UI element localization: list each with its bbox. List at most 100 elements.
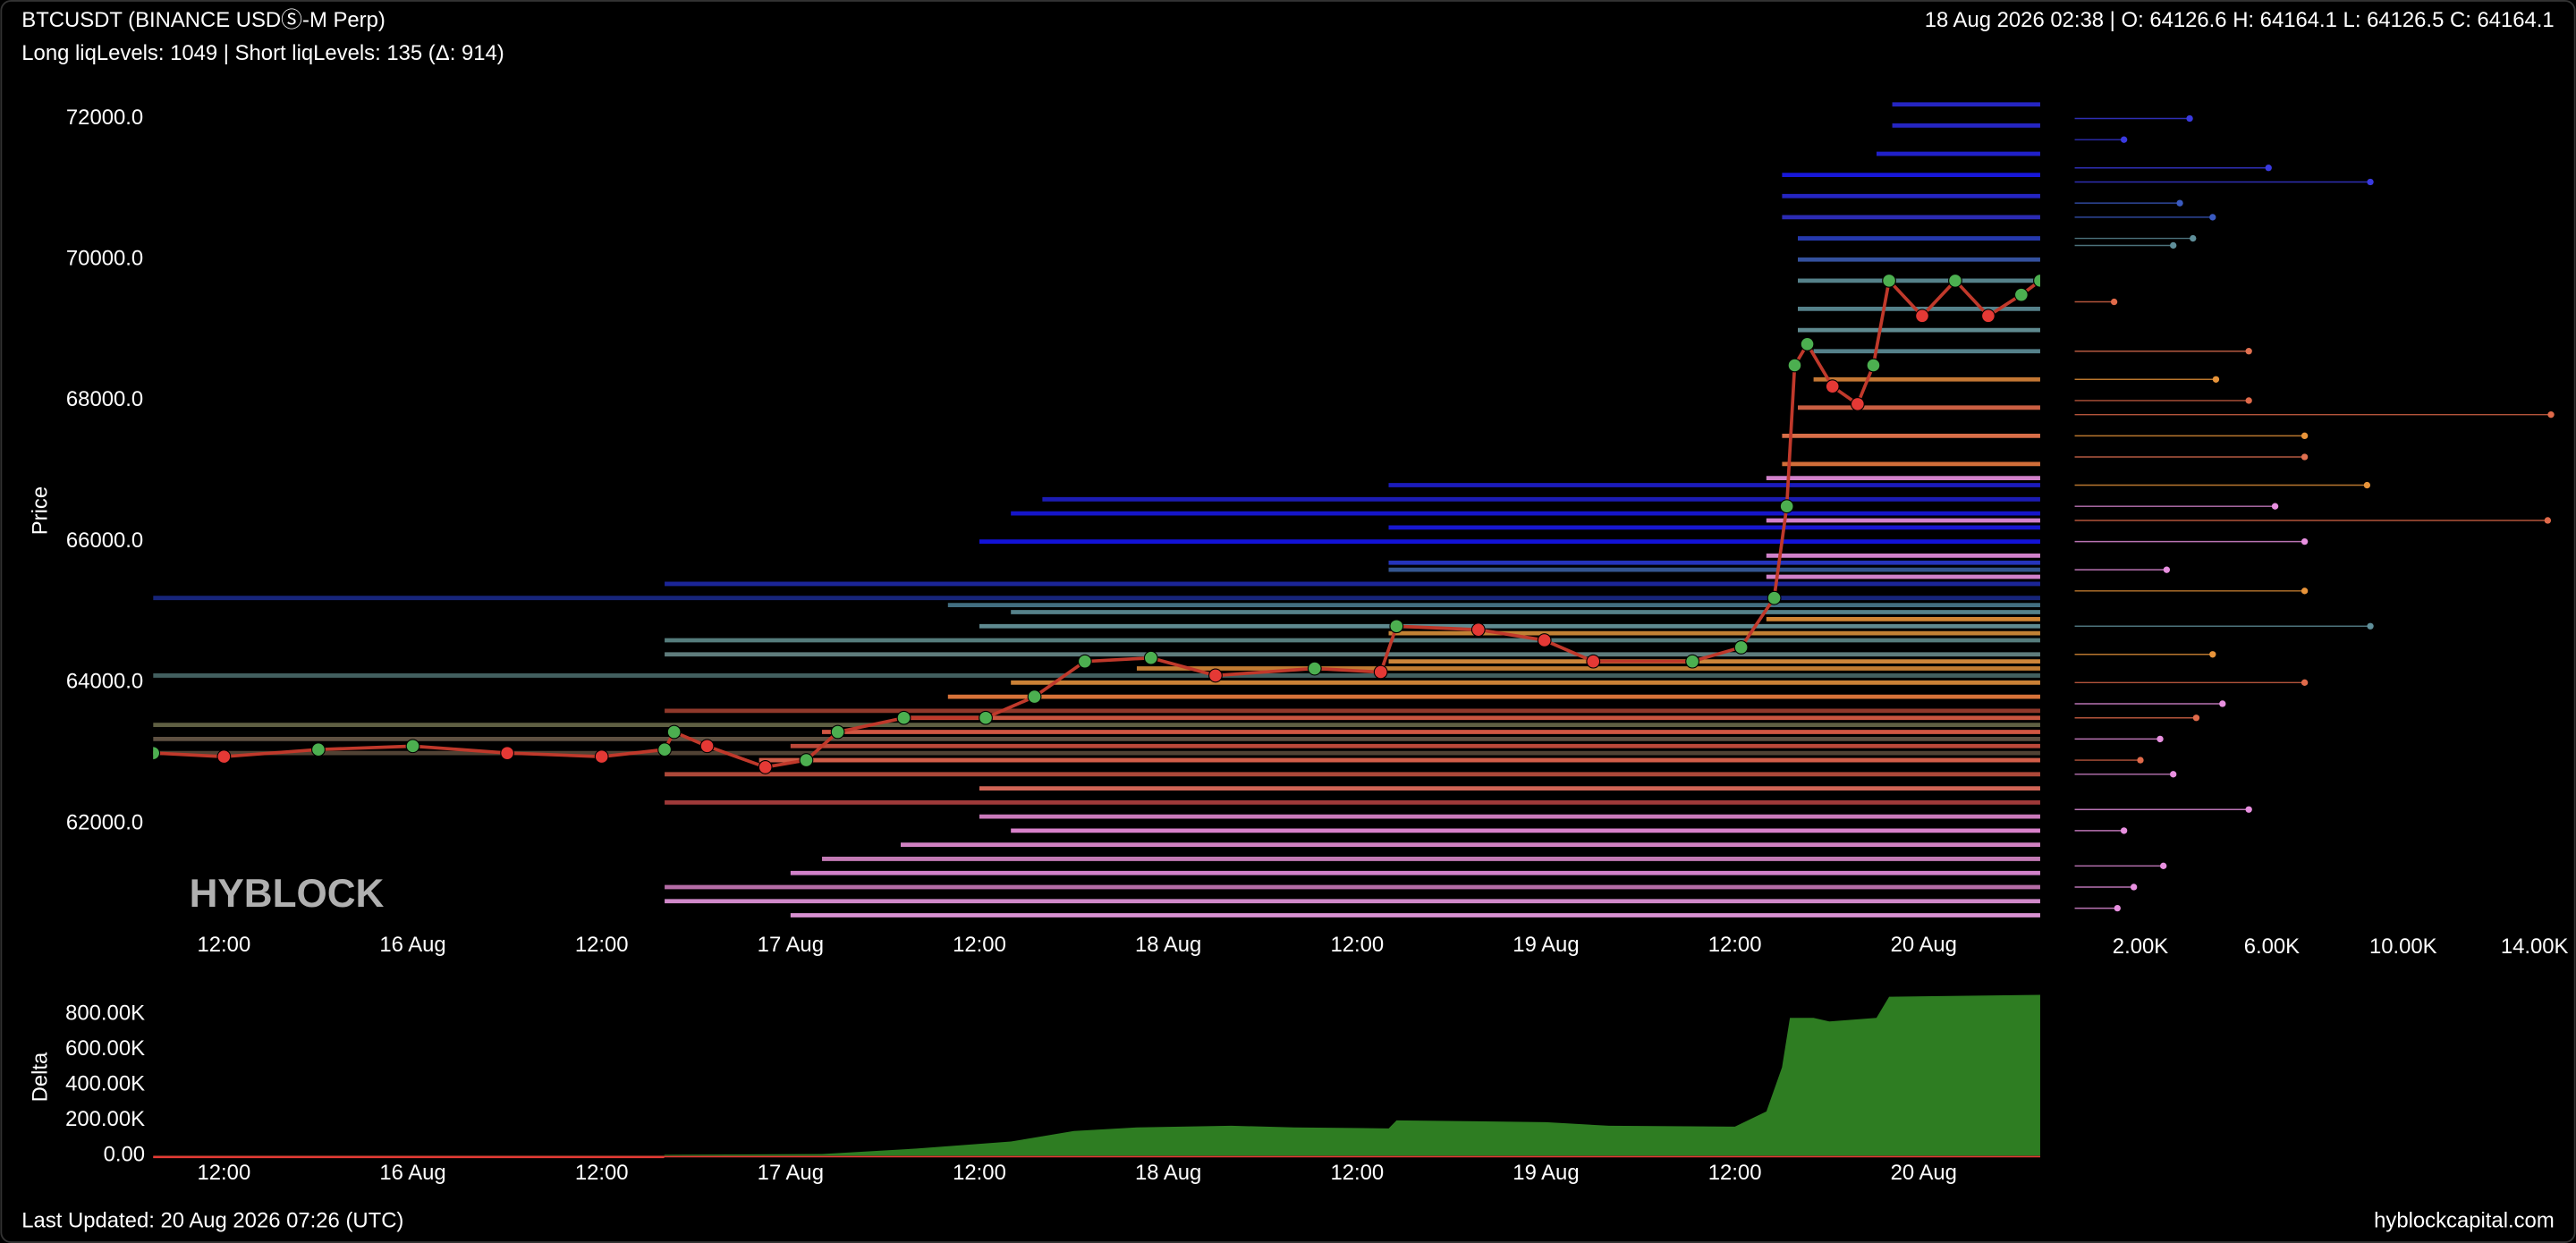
- price-marker: [1537, 633, 1552, 647]
- x-tick-label: 2.00K: [2113, 934, 2168, 959]
- price-marker: [1915, 309, 1929, 324]
- y-axis-label: Price: [29, 486, 53, 535]
- price-marker: [657, 742, 672, 757]
- price-marker: [1767, 590, 1782, 605]
- delta-negative: [153, 1155, 2040, 1159]
- y-tick-label: 62000.0: [66, 810, 143, 834]
- price-marker: [1143, 650, 1158, 665]
- delta-plot: [153, 994, 2040, 1159]
- y-tick-label: 200.00K: [65, 1107, 145, 1131]
- x-tick-label: 6.00K: [2244, 934, 2300, 959]
- size-dot: [2219, 700, 2226, 707]
- size-dot: [2192, 715, 2200, 722]
- watermark: HYBLOCK: [190, 872, 385, 916]
- price-marker: [1825, 379, 1840, 394]
- size-dot: [2363, 481, 2371, 489]
- size-dot: [2160, 862, 2167, 869]
- ohlc-info: 18 Aug 2026 02:38 | O: 64126.6 H: 64164.…: [1925, 8, 2555, 32]
- y-tick-label: 70000.0: [66, 247, 143, 271]
- x-tick-label: 16 Aug: [379, 1161, 445, 1185]
- last-updated: Last Updated: 20 Aug 2026 07:26 (UTC): [21, 1208, 403, 1232]
- y-tick-label: 68000.0: [66, 387, 143, 411]
- size-dot: [2271, 503, 2279, 510]
- size-dot: [2170, 771, 2177, 778]
- x-tick-label: 12:00: [1708, 1161, 1762, 1185]
- price-marker: [500, 746, 514, 761]
- subtitle: Long liqLevels: 1049 | Short liqLevels: …: [21, 41, 504, 65]
- price-marker: [1586, 654, 1601, 669]
- price-marker: [1948, 273, 1962, 288]
- price-marker: [1373, 664, 1388, 680]
- size-dot: [2301, 432, 2309, 440]
- size-dot: [2209, 651, 2216, 658]
- size-dot: [2157, 735, 2164, 743]
- size-dot: [2245, 348, 2252, 355]
- price-marker: [699, 739, 715, 754]
- x-tick-label: 19 Aug: [1513, 933, 1579, 957]
- price-marker: [896, 710, 911, 725]
- price-marker: [979, 710, 993, 725]
- y-tick-label: 72000.0: [66, 106, 143, 130]
- x-tick-label: 20 Aug: [1891, 1161, 1957, 1185]
- y-tick-label: 66000.0: [66, 528, 143, 553]
- size-dot: [2301, 453, 2309, 461]
- price-marker: [1685, 654, 1699, 669]
- size-dot: [2245, 397, 2252, 404]
- size-dot: [2170, 241, 2177, 249]
- x-tick-label: 20 Aug: [1891, 933, 1957, 957]
- size-dot: [2212, 376, 2220, 383]
- price-marker: [405, 739, 420, 754]
- y-tick-label: 400.00K: [65, 1072, 145, 1096]
- size-dot: [2137, 757, 2144, 764]
- size-dot: [2301, 679, 2309, 686]
- price-marker: [1470, 622, 1486, 638]
- site-link[interactable]: hyblockcapital.com: [2374, 1208, 2555, 1232]
- size-dot: [2110, 298, 2118, 306]
- y-tick-label: 600.00K: [65, 1036, 145, 1061]
- x-tick-label: 16 Aug: [379, 933, 445, 957]
- price-marker: [799, 753, 814, 767]
- price-marker: [758, 760, 773, 774]
- size-dot: [2114, 904, 2121, 912]
- price-marker: [1779, 499, 1794, 514]
- chart-title: BTCUSDT (BINANCE USDⓈ-M Perp): [21, 8, 386, 32]
- price-marker: [216, 749, 232, 765]
- price-plot: [153, 102, 2040, 917]
- size-dot: [2130, 884, 2138, 891]
- price-marker: [666, 724, 682, 740]
- size-dot: [2120, 136, 2128, 143]
- price-marker: [311, 742, 326, 757]
- x-tick-label: 12:00: [575, 933, 629, 957]
- size-dot: [2186, 114, 2193, 123]
- size-dot: [2163, 566, 2171, 573]
- size-dot: [2547, 411, 2555, 419]
- x-tick-label: 12:00: [198, 1161, 251, 1185]
- price-marker: [1208, 668, 1223, 683]
- price-marker: [1981, 309, 1996, 324]
- y-tick-label: 64000.0: [66, 670, 143, 694]
- size-dot: [2301, 537, 2309, 545]
- x-tick-label: 19 Aug: [1513, 1161, 1579, 1185]
- price-marker: [1866, 358, 1881, 373]
- x-tick-label: 17 Aug: [758, 933, 824, 957]
- y-tick-label: 800.00K: [65, 1002, 145, 1026]
- price-marker: [1077, 654, 1092, 669]
- x-tick-label: 12:00: [953, 933, 1006, 957]
- delta-area: [153, 994, 2040, 1156]
- size-dot: [2265, 165, 2272, 172]
- size-dot: [2190, 234, 2197, 242]
- x-tick-label: 12:00: [1330, 1161, 1384, 1185]
- price-marker: [1733, 639, 1749, 655]
- price-marker: [2033, 273, 2040, 288]
- x-tick-label: 18 Aug: [1135, 933, 1201, 957]
- x-tick-label: 12:00: [198, 933, 251, 957]
- x-tick-label: 12:00: [1708, 933, 1762, 957]
- x-tick-label: 17 Aug: [758, 1161, 824, 1185]
- size-dot: [2367, 622, 2374, 630]
- price-marker: [1389, 619, 1404, 634]
- price-marker: [1787, 358, 1802, 373]
- delta-axis-label: Delta: [29, 1052, 53, 1102]
